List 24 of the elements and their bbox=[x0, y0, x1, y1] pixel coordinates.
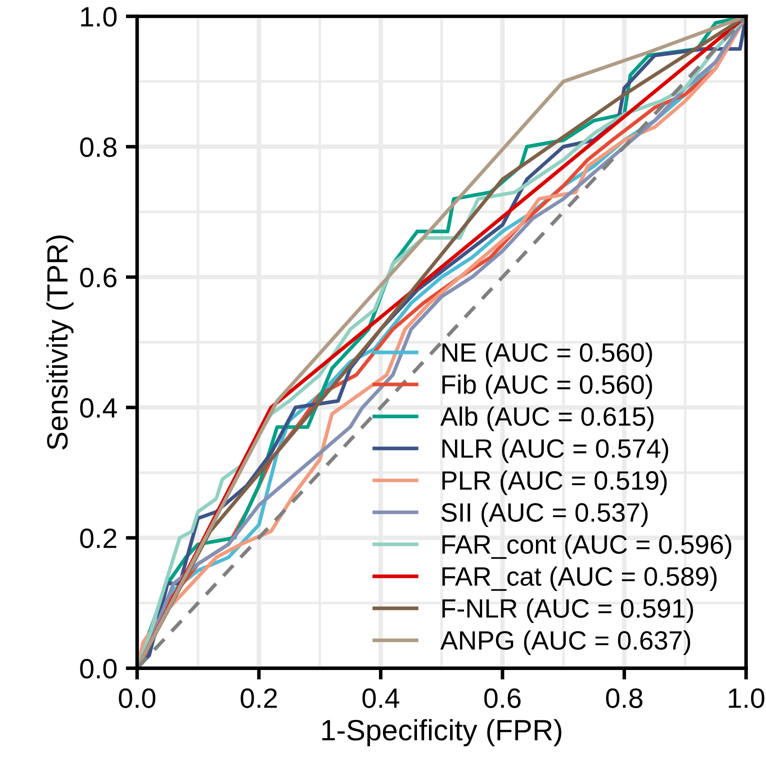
legend-label: Alb (AUC = 0.615) bbox=[440, 406, 654, 432]
x-axis-title: 1-Specificity (FPR) bbox=[322, 719, 562, 746]
legend-label: FAR_cat (AUC = 0.589) bbox=[442, 566, 717, 592]
legend-label: FAR_cont (AUC = 0.596) bbox=[442, 534, 732, 560]
y-tick-label: 0.8 bbox=[80, 137, 116, 158]
x-tick-label: 0.2 bbox=[240, 688, 277, 708]
legend-label: NE (AUC = 0.560) bbox=[442, 342, 652, 368]
legend-label: SII (AUC = 0.537) bbox=[441, 502, 648, 528]
legend-label: PLR (AUC = 0.519) bbox=[442, 470, 667, 496]
y-tick-label: 1.0 bbox=[81, 6, 117, 27]
y-tick-label: 0.2 bbox=[80, 528, 116, 548]
legend-label: Fib (AUC = 0.560) bbox=[442, 374, 652, 400]
legend-label: ANPG (AUC = 0.637) bbox=[440, 630, 690, 656]
x-tick-label: 0.0 bbox=[118, 688, 156, 708]
x-tick-label: 1.0 bbox=[728, 688, 764, 708]
y-tick-label: 0.4 bbox=[80, 398, 117, 418]
y-tick-label: 0.0 bbox=[80, 658, 117, 679]
legend-label: F-NLR (AUC = 0.591) bbox=[442, 598, 694, 624]
y-axis-title: Sensitivity (TPR) bbox=[46, 236, 74, 450]
y-tick-label: 0.6 bbox=[80, 268, 116, 288]
legend-label: NLR (AUC = 0.574) bbox=[442, 438, 668, 464]
x-tick-label: 0.8 bbox=[606, 688, 642, 708]
x-tick-label: 0.4 bbox=[362, 688, 400, 708]
x-tick-label: 0.6 bbox=[484, 688, 521, 708]
